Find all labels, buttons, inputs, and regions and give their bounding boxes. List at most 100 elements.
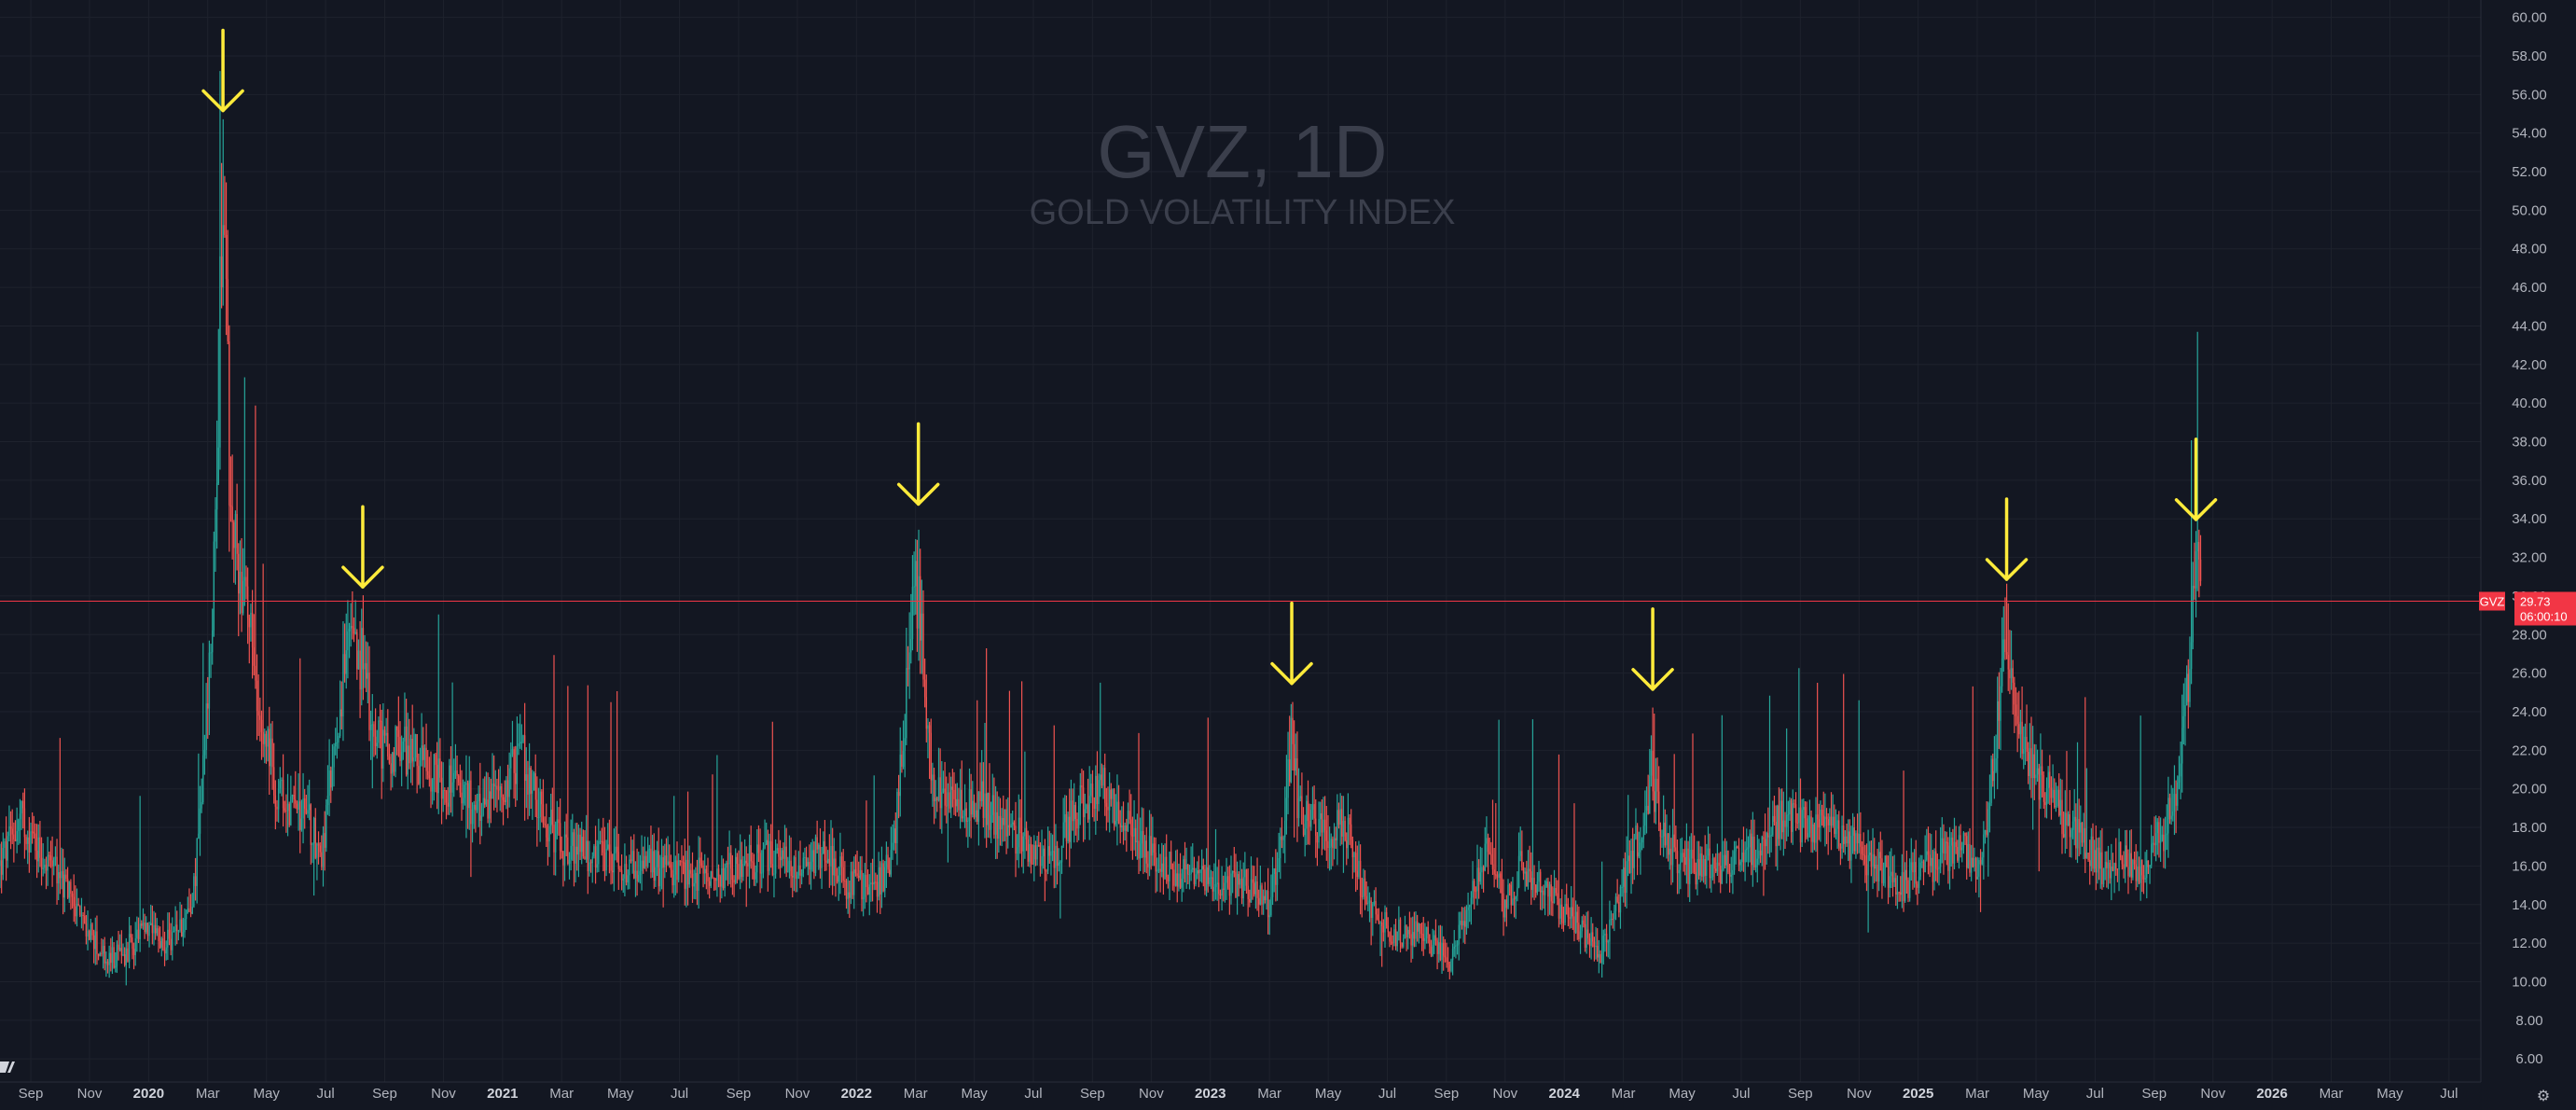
candle-body — [1676, 851, 1679, 874]
arrow-annotations[interactable] — [201, 28, 2218, 691]
candle-body — [1746, 848, 1748, 851]
candle-body — [782, 850, 784, 859]
candle-body — [1716, 862, 1719, 872]
x-tick-label: May — [1315, 1086, 1342, 1102]
down-arrow-annotation[interactable] — [1631, 607, 1674, 691]
candle-body — [1008, 825, 1011, 828]
candle-body — [655, 867, 657, 881]
gear-icon[interactable]: ⚙ — [2537, 1087, 2550, 1104]
candle-body — [764, 844, 766, 849]
down-arrow-annotation[interactable] — [201, 28, 244, 113]
candle-body — [181, 919, 183, 937]
candle-body — [409, 739, 412, 764]
candle-body — [1205, 867, 1208, 891]
candle-body — [856, 873, 858, 876]
candle-body — [976, 810, 978, 823]
down-arrow-annotation[interactable] — [341, 505, 384, 590]
candle-body — [397, 729, 400, 737]
candle-body — [1806, 818, 1807, 838]
down-arrow-annotation[interactable] — [1985, 497, 2029, 581]
candle-body — [731, 868, 734, 881]
candle-body — [1462, 921, 1464, 926]
candle-body — [387, 732, 389, 757]
candle-body — [165, 947, 167, 954]
candle-body — [630, 859, 632, 862]
candle-body — [1236, 874, 1239, 897]
candle-body — [721, 867, 723, 887]
candle-body — [508, 768, 510, 798]
candle-body — [487, 799, 489, 819]
candle-body — [299, 801, 301, 830]
candle-body — [264, 733, 266, 744]
candle-body — [1841, 825, 1843, 849]
candle-body — [733, 880, 735, 883]
x-tick-label: Mar — [1965, 1086, 1989, 1102]
candle-body — [1147, 863, 1149, 867]
candle-body — [1359, 860, 1362, 896]
candle-body — [1824, 816, 1826, 826]
candle-body — [1558, 898, 1560, 919]
candle-body — [2089, 860, 2091, 867]
candle-body — [79, 905, 81, 916]
candle-body — [762, 848, 765, 873]
candle-body — [518, 742, 519, 747]
candle-body — [1306, 800, 1308, 829]
candle-body — [1282, 837, 1284, 840]
candle-body — [2044, 801, 2046, 806]
candle-body — [1588, 937, 1591, 946]
candle-body — [1193, 867, 1196, 885]
x-tick-label: Mar — [196, 1086, 220, 1102]
candle-body — [1768, 835, 1771, 838]
down-arrow-annotation[interactable] — [2174, 437, 2218, 521]
candle-body — [1610, 918, 1613, 921]
candle-body — [1950, 837, 1952, 846]
candle-body — [573, 832, 575, 864]
candle-body — [1882, 867, 1885, 883]
x-tick-label: Jul — [1378, 1086, 1396, 1102]
candle-body — [1104, 768, 1106, 803]
candle-body — [2181, 728, 2183, 764]
candle-body — [2058, 789, 2060, 816]
down-arrow-annotation[interactable] — [1270, 601, 1313, 686]
candle-body — [362, 628, 365, 670]
time-axis[interactable]: Sep Nov 2020 Mar May Jul Sep Nov 2021 Mar May Jul Se… — [19, 1086, 2458, 1102]
candle-body — [361, 628, 363, 690]
candle-body — [1735, 846, 1737, 852]
x-tick-label: Jul — [317, 1086, 335, 1102]
candle-body — [462, 798, 464, 804]
candle-body — [1003, 817, 1004, 826]
tradingview-logo-icon[interactable] — [0, 1061, 15, 1073]
y-tick-label: 8.00 — [2515, 1013, 2542, 1029]
candle-body — [1947, 842, 1949, 871]
candle-body — [2107, 862, 2110, 868]
candle-body — [667, 861, 669, 865]
candle-body — [1430, 946, 1433, 956]
candle-body — [1808, 816, 1811, 834]
candle-body — [506, 780, 509, 798]
candle-body — [793, 856, 796, 878]
candle-body — [499, 785, 501, 790]
candle-body — [342, 654, 344, 717]
candle-body — [1262, 895, 1265, 905]
candle-body — [1998, 701, 2001, 721]
candle-body — [1758, 850, 1760, 859]
candle-body — [1013, 822, 1016, 826]
candle-body — [871, 882, 874, 885]
candle-body — [1733, 851, 1736, 870]
candle-body — [1633, 839, 1635, 868]
candle-body — [1228, 887, 1231, 896]
candle-body — [1477, 867, 1480, 882]
candle-body — [1877, 852, 1880, 881]
candle-body — [682, 862, 685, 864]
candle-body — [1252, 879, 1253, 883]
down-arrow-annotation[interactable] — [896, 422, 940, 506]
price-axis[interactable]: 6.00 8.00 10.00 12.00 14.00 16.00 18.00 20.00 22… — [2512, 10, 2547, 1068]
candle-body — [1616, 896, 1618, 903]
y-tick-label: 14.00 — [2512, 897, 2547, 913]
candle-body — [356, 631, 358, 670]
candle-body — [1095, 775, 1097, 810]
candle-body — [49, 855, 52, 861]
candle-body — [453, 773, 455, 783]
candle-body — [922, 613, 924, 680]
